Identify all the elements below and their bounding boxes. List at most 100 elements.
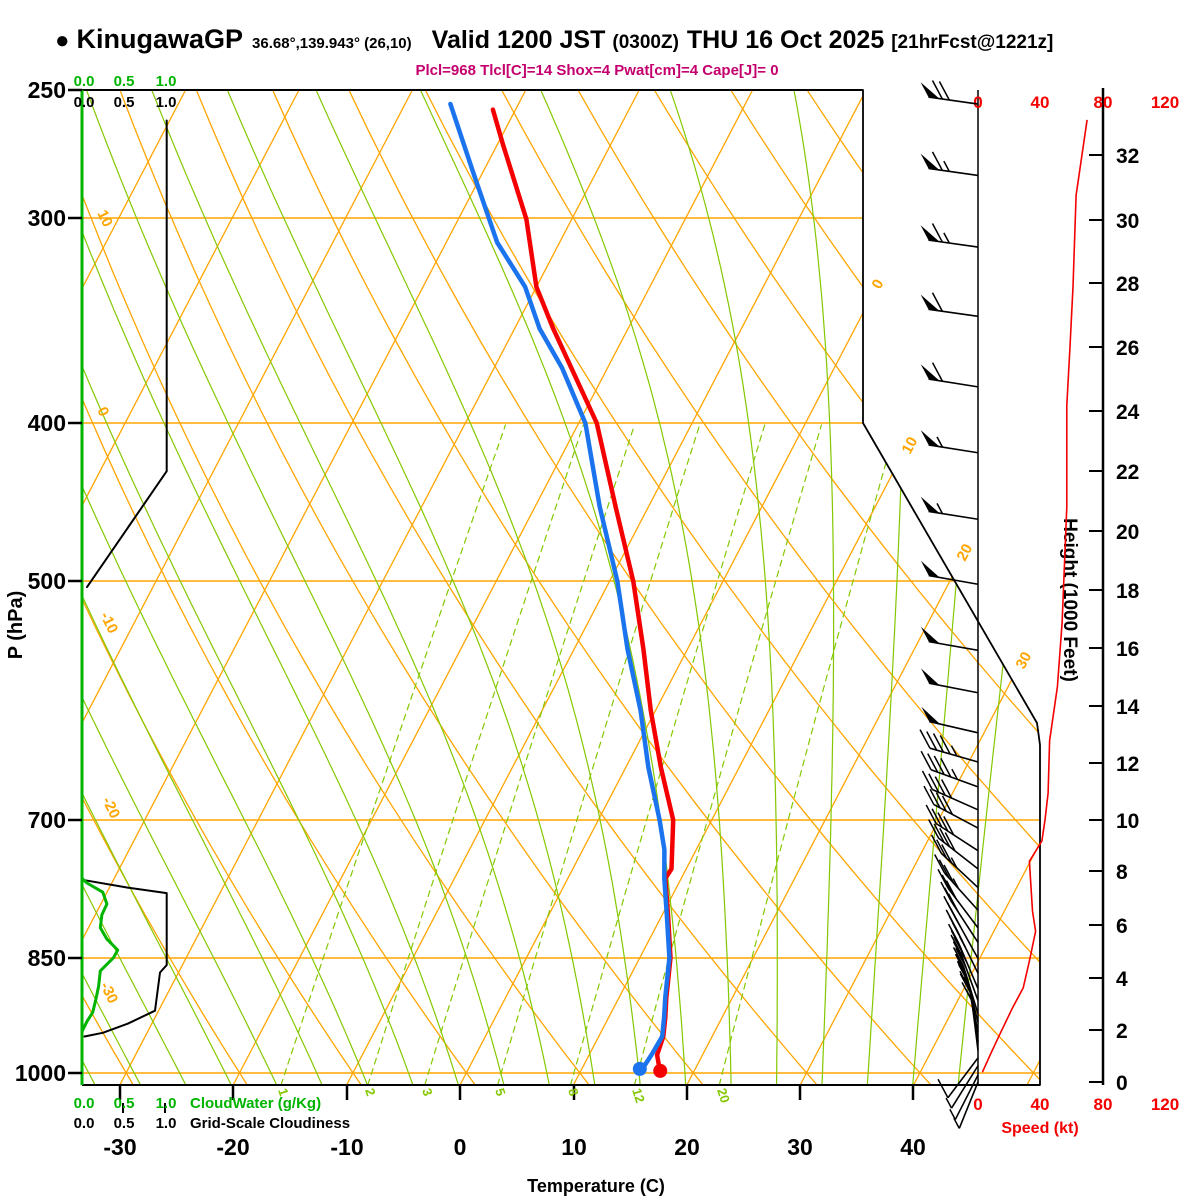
cloudwater-scale-value: 1.0 (156, 73, 177, 90)
wind-barb (934, 854, 979, 911)
wind-barb (953, 1081, 979, 1129)
wind-barb (940, 881, 979, 943)
wind-barb (949, 1074, 979, 1120)
zulu-time: (0300Z) (612, 32, 679, 53)
height-tick-label: 0 (1116, 1072, 1128, 1095)
cloudiness-scale-value: 0.0 (74, 94, 95, 111)
wind-barb (950, 934, 979, 1001)
isotherm-label: 10 (899, 434, 922, 457)
dry-adiabat-label: -10 (96, 609, 121, 636)
temp-tick-label: -30 (103, 1134, 136, 1160)
station-name: KinugawaGP (76, 24, 244, 54)
speed-tick-label-top: 80 (1094, 93, 1113, 112)
wind-barb (923, 785, 979, 829)
wind-barb (920, 151, 979, 177)
temp-tick-label: 30 (787, 1134, 813, 1160)
cloudwater-scale-value: 0.5 (114, 1095, 135, 1112)
height-tick-label: 22 (1116, 461, 1139, 484)
cloud-profiles (82, 119, 168, 1038)
sounding-profiles (448, 101, 676, 1078)
pressure-axis-title: P (hPa) (5, 591, 27, 660)
height-tick-label: 24 (1116, 401, 1140, 424)
wind-barb (920, 560, 979, 586)
wind-barb (945, 1065, 979, 1109)
cloudiness-scale-value: 0.5 (114, 1115, 135, 1132)
cloudwater-scale-value: 0.0 (74, 73, 95, 90)
pressure-tick-label: 250 (28, 77, 66, 103)
grid-scale-cloudiness-upper (86, 119, 168, 589)
wind-barb (920, 750, 979, 788)
cloudwater-scale-value: 0.5 (114, 73, 135, 90)
height-tick-label: 12 (1116, 753, 1139, 776)
temp-tick-label: 10 (561, 1134, 587, 1160)
chart-title: ● KinugawaGP 36.68°,139.943° (26,10) Val… (55, 24, 1053, 55)
speed-axis-title: Speed (kt) (1001, 1120, 1078, 1137)
wind-barb (945, 909, 979, 974)
wind-barb (921, 770, 979, 811)
wind-barb (920, 626, 979, 652)
mixing-ratio-label: 20 (714, 1086, 733, 1104)
temperature-curve (490, 107, 676, 1076)
cloudiness-scale-value: 0.0 (74, 1115, 95, 1132)
temp-tick-label: 20 (674, 1134, 700, 1160)
cloudiness-scale-value: 1.0 (156, 1115, 177, 1132)
height-tick-label: 20 (1116, 521, 1139, 544)
wind-barb (961, 982, 979, 1051)
height-tick-label: 28 (1116, 273, 1140, 296)
speed-tick-label-bottom: 40 (1031, 1095, 1050, 1114)
pressure-tick-label: 300 (28, 205, 66, 231)
isotherm-label: 20 (954, 541, 977, 564)
wind-barb (920, 430, 979, 454)
dry-adiabat-label: 0 (93, 404, 112, 419)
gridscale-cloudiness-label: Grid-Scale Cloudiness (190, 1115, 350, 1132)
height-tick-label: 26 (1116, 337, 1139, 360)
height-tick-label: 18 (1116, 580, 1140, 603)
cloudwater-label: CloudWater (g/Kg) (190, 1095, 321, 1112)
height-tick-label: 6 (1116, 915, 1128, 938)
station-bullet-icon: ● (55, 27, 70, 54)
height-tick-label: 8 (1116, 861, 1128, 884)
speed-tick-label-bottom: 120 (1151, 1095, 1179, 1114)
valid-time: Valid 1200 JST (431, 26, 606, 54)
cloud-scale-bottom: 0.0 0.0 0.5 0.5 1.0 1.0 (74, 1095, 177, 1132)
height-tick-label: 2 (1116, 1020, 1128, 1043)
cloudiness-scale-value: 0.5 (114, 94, 135, 111)
dry-adiabat-lines (82, 90, 1040, 1085)
wind-barb (937, 1057, 979, 1099)
cloud-scale-top: 0.0 0.0 0.5 0.5 1.0 1.0 (74, 73, 177, 111)
speed-tick-label-top: 120 (1151, 93, 1179, 112)
pressure-tick-label: 700 (28, 807, 66, 833)
speed-tick-label-bottom: 0 (973, 1095, 982, 1114)
cloudiness-scale-value: 1.0 (156, 94, 177, 111)
plot-frame (68, 88, 1041, 1113)
mixing-ratio-label: 12 (629, 1086, 648, 1104)
pressure-tick-label: 500 (28, 568, 66, 594)
wind-barbs (919, 80, 979, 1129)
height-tick-label: 16 (1116, 638, 1139, 661)
temp-tick-label: 0 (454, 1134, 467, 1160)
isotherm-label: 0 (869, 277, 888, 292)
temp-tick-label: -10 (330, 1134, 363, 1160)
wind-barb (930, 834, 979, 889)
isotherm-label: 30 (1013, 649, 1036, 672)
speed-curve (981, 119, 1088, 1073)
temp-axis-title: Temperature (C) (527, 1176, 665, 1196)
wind-barb (919, 729, 979, 763)
skewt-background (82, 90, 1040, 1085)
station-coords: 36.68°,139.943° (26,10) (252, 35, 412, 52)
wind-barb (920, 223, 979, 248)
mixing-ratio-label: 3 (419, 1086, 436, 1098)
pressure-tick-label: 850 (28, 945, 66, 971)
wind-barb (920, 292, 979, 318)
height-tick-label: 32 (1116, 145, 1139, 168)
mixing-ratio-label: 1 (275, 1086, 292, 1098)
speed-tick-label-top: 0 (973, 93, 982, 112)
temp-tick-label: -20 (216, 1134, 249, 1160)
temperature-surface-dot (653, 1063, 668, 1078)
mixing-ratio-lines (280, 424, 898, 1085)
grid-scale-cloudiness-lower (83, 879, 168, 1038)
